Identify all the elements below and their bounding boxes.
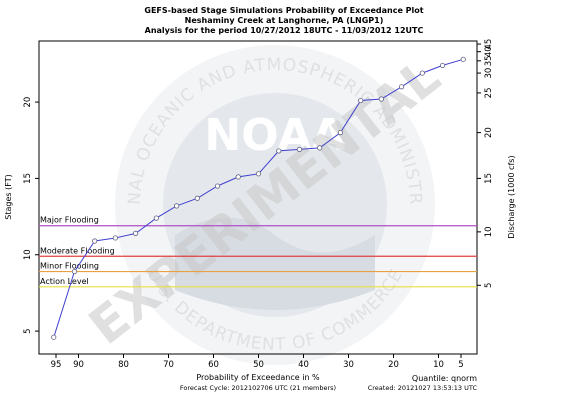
x-tick-label-4: 60 — [208, 360, 219, 370]
chart-title-line-1: GEFS-based Stage Simulations Probability… — [144, 6, 423, 15]
y2-tick-label-2: 15 — [484, 173, 494, 184]
data-point-6 — [174, 203, 180, 209]
data-point-0 — [51, 334, 57, 340]
created-timestamp: Created: 20121027 13:53:13 UTC — [368, 384, 478, 392]
x-tick-label-9: 10 — [433, 360, 444, 370]
data-point-10 — [255, 171, 262, 177]
data-point-20 — [460, 56, 466, 62]
data-point-9 — [235, 174, 241, 180]
data-point-12 — [296, 146, 303, 153]
data-point-4 — [133, 230, 139, 236]
y-tick-label-1: 10 — [23, 249, 33, 260]
watermark-logo-word: NOAA — [204, 110, 345, 161]
x-tick-label-2: 80 — [118, 360, 129, 370]
y2-tick-label-6: 35 — [484, 55, 494, 66]
data-point-2 — [92, 238, 98, 244]
y2-axis-label: Discharge (1000 cfs) — [507, 155, 516, 238]
y-axis-label: Stages (FT) — [4, 174, 13, 219]
threshold-label-3: Action Level — [40, 277, 89, 286]
data-point-8 — [214, 183, 221, 189]
x-tick-label-3: 70 — [163, 360, 174, 370]
data-point-17 — [398, 84, 405, 90]
data-point-16 — [378, 96, 384, 102]
y2-tick-label-4: 25 — [484, 87, 494, 98]
y-tick-label-3: 20 — [23, 97, 33, 108]
series-group — [51, 56, 466, 340]
x-tick-label-8: 20 — [388, 360, 399, 370]
chart-title-line-2: Neshaminy Creek at Langhorne, PA (LNGP1) — [185, 16, 384, 25]
threshold-label-2: Minor Flooding — [40, 262, 99, 271]
y2-tick-label-7: 40 — [484, 46, 494, 57]
threshold-label-1: Moderate Flooding — [40, 246, 115, 255]
threshold-label-0: Major Flooding — [40, 216, 99, 225]
y-tick-label-2: 15 — [23, 173, 33, 184]
y2-tick-label-8: 45 — [484, 39, 494, 50]
axis-ticks: 95 90 80 70 60 50 40 30 20 10 5 5 10 15 20 5 10 15 20 25 30 3… — [23, 39, 494, 370]
y2-tick-label-0: 5 — [484, 283, 494, 288]
y-tick-label-0: 5 — [23, 328, 33, 333]
chart-title-line-3: Analysis for the period 10/27/2012 18UTC… — [145, 26, 424, 35]
data-point-7 — [194, 195, 200, 201]
x-tick-label-10: 5 — [458, 360, 463, 370]
x-tick-label-0: 95 — [51, 360, 62, 370]
data-point-14 — [337, 130, 343, 136]
forecast-cycle: Forecast Cycle: 2012102706 UTC (21 membe… — [180, 384, 336, 392]
data-point-19 — [439, 62, 446, 69]
x-tick-label-1: 90 — [73, 360, 84, 370]
x-tick-label-7: 30 — [343, 360, 354, 370]
data-point-18 — [419, 70, 425, 76]
y2-tick-label-1: 10 — [484, 226, 494, 237]
data-point-1 — [71, 268, 78, 275]
y2-tick-label-5: 30 — [484, 68, 494, 79]
quantile-label: Quantile: qnorm — [412, 374, 477, 383]
x-tick-label-5: 50 — [253, 360, 264, 370]
x-axis-label: Probability of Exceedance in % — [196, 373, 320, 382]
data-point-3 — [112, 235, 119, 241]
data-point-13 — [317, 145, 323, 151]
data-point-15 — [358, 97, 364, 104]
flood-thresholds: Major Flooding Moderate Flooding Minor Flo… — [39, 216, 477, 288]
y2-tick-label-3: 20 — [484, 127, 494, 138]
x-tick-label-6: 40 — [298, 360, 309, 370]
data-point-11 — [276, 148, 282, 154]
data-point-5 — [153, 215, 159, 221]
